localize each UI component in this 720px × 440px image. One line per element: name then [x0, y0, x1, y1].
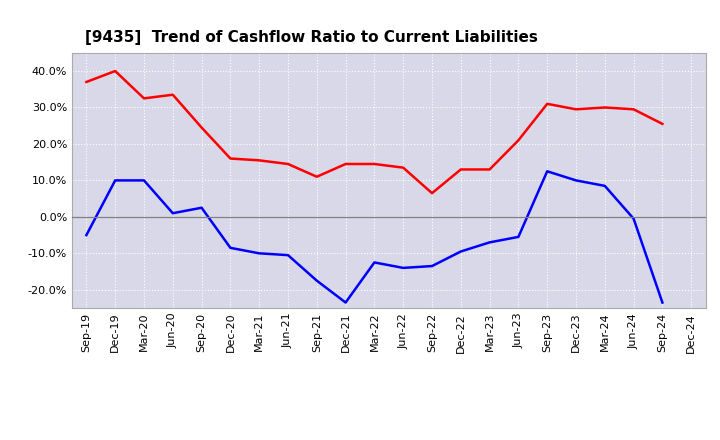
Operating CF to Current Liabilities	[140, 96, 148, 101]
Operating CF to Current Liabilities	[428, 191, 436, 196]
Free CF to Current Liabilities	[168, 211, 177, 216]
Free CF to Current Liabilities	[514, 234, 523, 239]
Operating CF to Current Liabilities	[456, 167, 465, 172]
Operating CF to Current Liabilities	[255, 158, 264, 163]
Line: Operating CF to Current Liabilities: Operating CF to Current Liabilities	[86, 71, 662, 193]
Operating CF to Current Liabilities	[658, 121, 667, 127]
Free CF to Current Liabilities	[543, 169, 552, 174]
Free CF to Current Liabilities	[226, 245, 235, 250]
Text: [9435]  Trend of Cashflow Ratio to Current Liabilities: [9435] Trend of Cashflow Ratio to Curren…	[85, 29, 538, 45]
Operating CF to Current Liabilities	[284, 161, 292, 167]
Free CF to Current Liabilities	[82, 232, 91, 238]
Operating CF to Current Liabilities	[341, 161, 350, 167]
Line: Free CF to Current Liabilities: Free CF to Current Liabilities	[86, 171, 662, 303]
Free CF to Current Liabilities	[111, 178, 120, 183]
Free CF to Current Liabilities	[197, 205, 206, 210]
Operating CF to Current Liabilities	[629, 106, 638, 112]
Free CF to Current Liabilities	[140, 178, 148, 183]
Operating CF to Current Liabilities	[197, 125, 206, 130]
Free CF to Current Liabilities	[370, 260, 379, 265]
Free CF to Current Liabilities	[658, 300, 667, 305]
Free CF to Current Liabilities	[428, 264, 436, 269]
Free CF to Current Liabilities	[572, 178, 580, 183]
Free CF to Current Liabilities	[399, 265, 408, 271]
Operating CF to Current Liabilities	[82, 79, 91, 84]
Operating CF to Current Liabilities	[543, 101, 552, 106]
Free CF to Current Liabilities	[341, 300, 350, 305]
Free CF to Current Liabilities	[629, 216, 638, 221]
Operating CF to Current Liabilities	[168, 92, 177, 97]
Operating CF to Current Liabilities	[514, 138, 523, 143]
Free CF to Current Liabilities	[456, 249, 465, 254]
Operating CF to Current Liabilities	[111, 68, 120, 73]
Operating CF to Current Liabilities	[226, 156, 235, 161]
Operating CF to Current Liabilities	[485, 167, 494, 172]
Free CF to Current Liabilities	[284, 253, 292, 258]
Free CF to Current Liabilities	[255, 251, 264, 256]
Operating CF to Current Liabilities	[572, 106, 580, 112]
Free CF to Current Liabilities	[485, 240, 494, 245]
Operating CF to Current Liabilities	[370, 161, 379, 167]
Free CF to Current Liabilities	[600, 183, 609, 188]
Operating CF to Current Liabilities	[600, 105, 609, 110]
Operating CF to Current Liabilities	[312, 174, 321, 180]
Operating CF to Current Liabilities	[399, 165, 408, 170]
Free CF to Current Liabilities	[312, 278, 321, 283]
